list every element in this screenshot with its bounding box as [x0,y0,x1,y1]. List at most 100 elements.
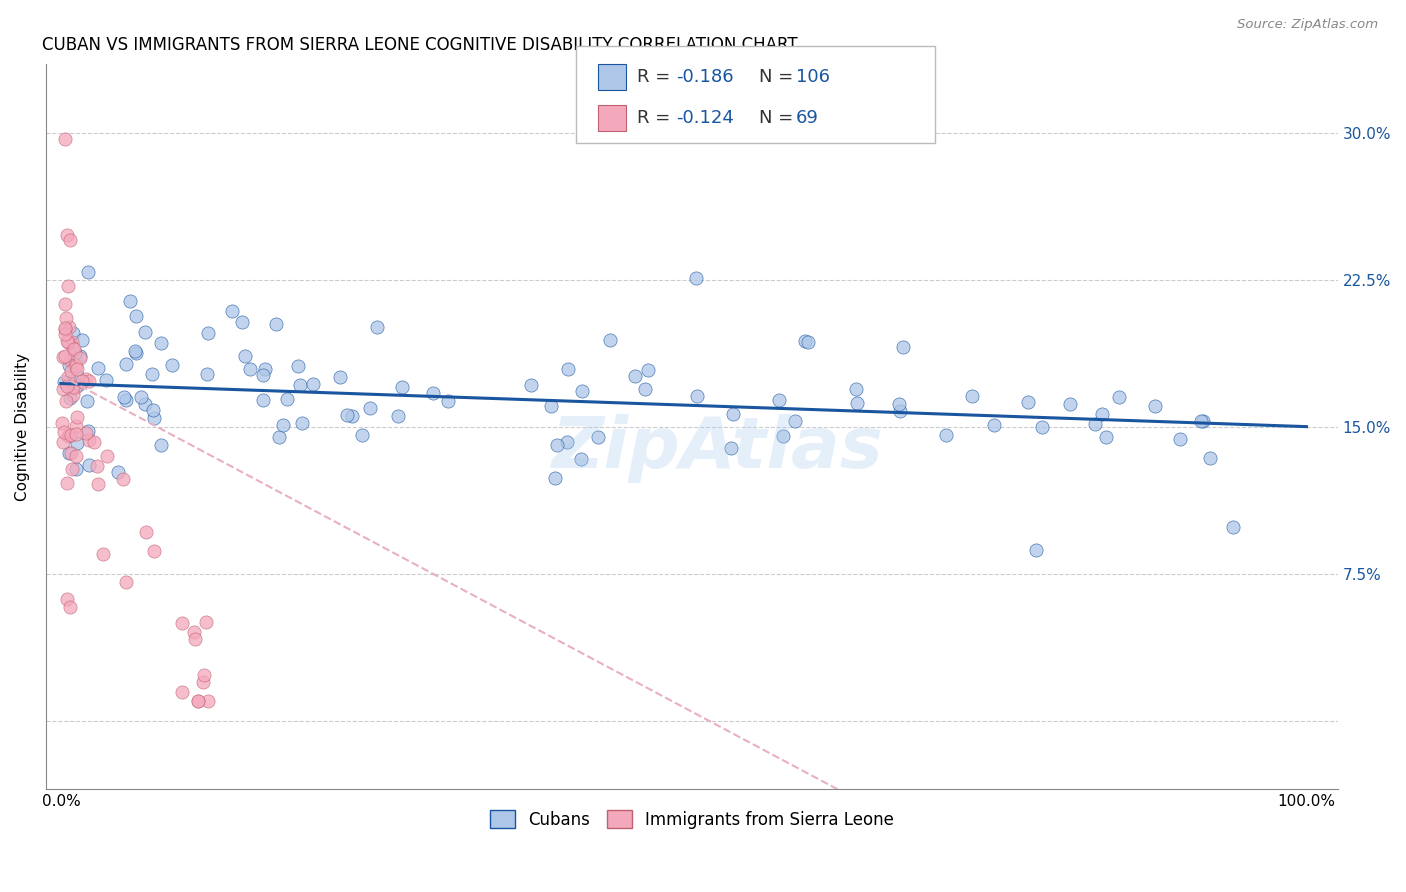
Point [555,434,578,449]
Point [1222,520,1244,534]
Point [233,349,256,363]
Point [142,410,165,425]
Point [86,459,108,474]
Text: 69: 69 [796,109,818,127]
Point [197,326,219,340]
Point [66,410,89,425]
Point [87,477,110,491]
Text: N =: N = [759,68,799,86]
Point [56,334,79,348]
Point [62,326,84,340]
Point [366,319,388,334]
Point [77,424,100,438]
Point [721,408,744,422]
Point [124,343,146,358]
Point [63,342,86,356]
Point [65,449,87,463]
Point [252,368,274,383]
Point [75,372,97,386]
Point [77,374,100,388]
Point [70,333,93,347]
Point [960,389,983,403]
Point [66,378,89,392]
Point [96,450,118,464]
Point [142,403,165,417]
Point [170,615,193,630]
Point [76,393,98,408]
Text: N =: N = [759,109,799,127]
Point [135,525,157,540]
Point [56,592,79,607]
Text: CUBAN VS IMMIGRANTS FROM SIERRA LEONE COGNITIVE DISABILITY CORRELATION CHART: CUBAN VS IMMIGRANTS FROM SIERRA LEONE CO… [42,36,797,54]
Point [1059,397,1081,411]
Point [571,384,593,398]
Point [77,433,100,447]
Point [75,426,97,441]
Point [58,320,80,334]
Point [387,409,409,423]
Point [134,397,156,411]
Point [195,615,218,629]
Text: 106: 106 [796,68,830,86]
Point [55,296,77,310]
Point [287,359,309,374]
Point [422,386,444,401]
Point [686,388,709,402]
Point [56,227,79,242]
Point [796,334,818,349]
Point [56,378,79,392]
Point [60,364,83,378]
Point [62,388,84,402]
Point [56,429,79,443]
Text: -0.186: -0.186 [676,68,734,86]
Point [264,317,287,331]
Point [1191,414,1213,428]
Point [301,377,323,392]
Point [55,311,77,326]
Y-axis label: Cognitive Disability: Cognitive Disability [15,352,30,500]
Point [115,392,138,407]
Point [276,392,298,406]
Point [1017,395,1039,409]
Point [891,340,914,354]
Point [329,370,352,384]
Point [271,418,294,433]
Point [193,668,215,682]
Point [1091,407,1114,421]
Point [53,349,76,363]
Point [70,374,93,388]
Point [58,352,80,367]
Point [150,438,173,452]
Point [58,278,80,293]
Point [546,438,568,452]
Point [437,393,460,408]
Point [60,335,83,350]
Point [69,350,91,364]
Point [544,471,567,485]
Point [1143,399,1166,413]
Point [114,575,136,590]
Point [845,382,868,396]
Point [350,428,373,442]
Point [62,341,84,355]
Point [114,357,136,371]
Point [65,462,87,476]
Text: Source: ZipAtlas.com: Source: ZipAtlas.com [1237,18,1378,31]
Point [197,694,219,708]
Point [142,544,165,558]
Point [637,363,659,377]
Point [221,303,243,318]
Point [184,632,207,647]
Point [66,361,89,376]
Point [58,427,80,442]
Point [66,435,89,450]
Point [77,458,100,472]
Point [586,430,609,444]
Point [254,362,277,376]
Point [77,265,100,279]
Point [1168,432,1191,446]
Point [53,322,76,336]
Point [291,416,314,430]
Point [112,472,135,486]
Point [65,427,87,442]
